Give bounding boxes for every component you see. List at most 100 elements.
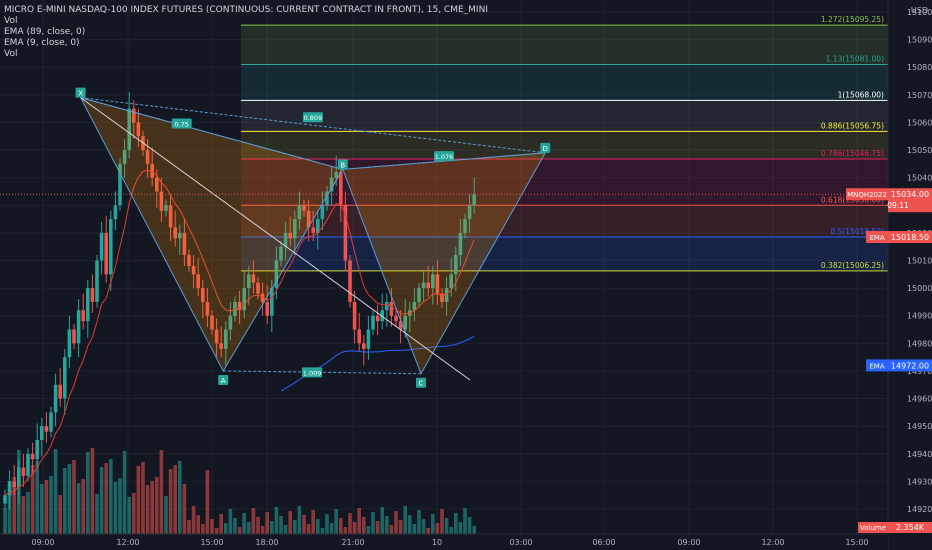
volume-bar bbox=[237, 527, 242, 534]
price-tick-label: 15050.00 bbox=[907, 146, 932, 155]
candle-body bbox=[385, 301, 389, 311]
pattern-ratio-badge bbox=[302, 112, 323, 123]
volume-bar bbox=[371, 512, 375, 534]
candle-body bbox=[329, 177, 334, 192]
volume-bar bbox=[228, 509, 233, 534]
ema-fast-badge bbox=[888, 231, 932, 244]
fib-level-label: 1.13(15081.00) bbox=[826, 54, 884, 63]
candle-body bbox=[366, 329, 371, 349]
volume-bar bbox=[251, 508, 256, 534]
volume-bar bbox=[288, 511, 292, 534]
volume-bar bbox=[182, 484, 187, 534]
ema-fast-badge-value: 15018.50 bbox=[891, 233, 929, 242]
volume-bar bbox=[357, 508, 361, 534]
volume-bar bbox=[247, 522, 251, 534]
price-tick-label: 14970.00 bbox=[907, 367, 932, 376]
candle-body bbox=[214, 329, 219, 344]
volume-bar bbox=[122, 451, 127, 534]
volume-bar bbox=[210, 519, 214, 534]
price-tick-label: 15060.00 bbox=[907, 118, 932, 127]
volume-bar bbox=[283, 525, 288, 534]
volume-bar bbox=[86, 452, 90, 534]
candle-body bbox=[7, 481, 12, 496]
volume-bar bbox=[362, 517, 366, 534]
candle-body bbox=[311, 227, 315, 233]
volume-bar bbox=[72, 460, 76, 534]
volume-bar bbox=[408, 515, 412, 534]
volume-bar bbox=[53, 449, 58, 534]
price-badge bbox=[888, 188, 932, 213]
price-tick-label: 14920.00 bbox=[907, 505, 932, 514]
volume-bar bbox=[265, 512, 269, 534]
fib-level-label: 0.886(15056.75) bbox=[821, 121, 884, 130]
candle-body bbox=[58, 384, 62, 399]
candle-body bbox=[440, 293, 444, 302]
candle-body bbox=[150, 163, 154, 178]
candle-body bbox=[435, 274, 440, 294]
candle-body bbox=[398, 321, 403, 330]
candle-body bbox=[288, 232, 292, 239]
volume-bar bbox=[12, 477, 16, 534]
volume-bar bbox=[293, 520, 297, 534]
candle-body bbox=[237, 301, 242, 311]
candle-body bbox=[109, 219, 113, 275]
candle-body bbox=[219, 343, 223, 349]
candle-body bbox=[21, 467, 26, 476]
candle-body bbox=[86, 288, 90, 322]
candle-body bbox=[3, 495, 7, 504]
price-tick-label: 15000.00 bbox=[907, 284, 932, 293]
candle-body bbox=[316, 219, 320, 233]
candle-body bbox=[472, 194, 476, 206]
pattern-xd-line bbox=[80, 97, 546, 154]
volume-bar bbox=[49, 476, 53, 534]
pattern-point-a-badge bbox=[218, 374, 229, 385]
volume-bar bbox=[76, 483, 81, 534]
pattern-point-x-badge bbox=[75, 87, 86, 98]
pattern-point-b-badge bbox=[337, 159, 348, 170]
volume-bar bbox=[224, 523, 228, 534]
volume-bar bbox=[40, 484, 44, 534]
fib-level-label: 0.382(15006.25) bbox=[821, 261, 884, 270]
fib-zone-0 bbox=[241, 25, 888, 65]
candle-body bbox=[431, 274, 435, 289]
pattern-point-d-label: D bbox=[543, 145, 548, 153]
price-tick-label: 14950.00 bbox=[907, 422, 932, 431]
volume-bar bbox=[256, 517, 260, 534]
time-tick-label: 09:00 bbox=[31, 538, 54, 547]
volume-bar bbox=[141, 462, 145, 534]
candle-body bbox=[458, 232, 463, 255]
candle-body bbox=[17, 467, 21, 487]
pattern-point-c-label: C bbox=[419, 380, 424, 388]
candle-body bbox=[35, 439, 39, 460]
ema-slow-tag-label: EMA bbox=[869, 362, 884, 370]
candle-body bbox=[145, 150, 150, 164]
fib-zone-1 bbox=[241, 64, 888, 101]
volume-bar bbox=[155, 477, 159, 534]
volume-bar bbox=[458, 522, 463, 534]
candle-body bbox=[122, 150, 127, 164]
volume-bar bbox=[302, 515, 306, 534]
volume-bar bbox=[191, 506, 196, 534]
candle-body bbox=[242, 288, 246, 311]
pattern-point-c-badge bbox=[416, 377, 426, 388]
price-tick-label: 14990.00 bbox=[907, 312, 932, 321]
candle-body bbox=[40, 426, 44, 440]
volume-bar bbox=[297, 506, 302, 534]
volume-bar bbox=[329, 523, 334, 534]
candle-body bbox=[99, 232, 104, 261]
volume-bar bbox=[30, 465, 35, 534]
candle-body bbox=[417, 288, 421, 302]
ema-fast-tag-label: EMA bbox=[869, 234, 884, 242]
candle-body bbox=[334, 172, 338, 178]
candle-body bbox=[224, 329, 228, 349]
volume-bar bbox=[325, 514, 329, 534]
volume-bar bbox=[173, 465, 177, 534]
candle-body bbox=[30, 453, 35, 460]
volume-bar bbox=[311, 510, 315, 534]
fib-zone-6 bbox=[241, 237, 888, 271]
volume-bar bbox=[270, 521, 274, 534]
ema-fast-tag bbox=[866, 231, 888, 244]
pattern-ratio-badge bbox=[171, 118, 192, 129]
price-tick-label: 15070.00 bbox=[907, 91, 932, 100]
